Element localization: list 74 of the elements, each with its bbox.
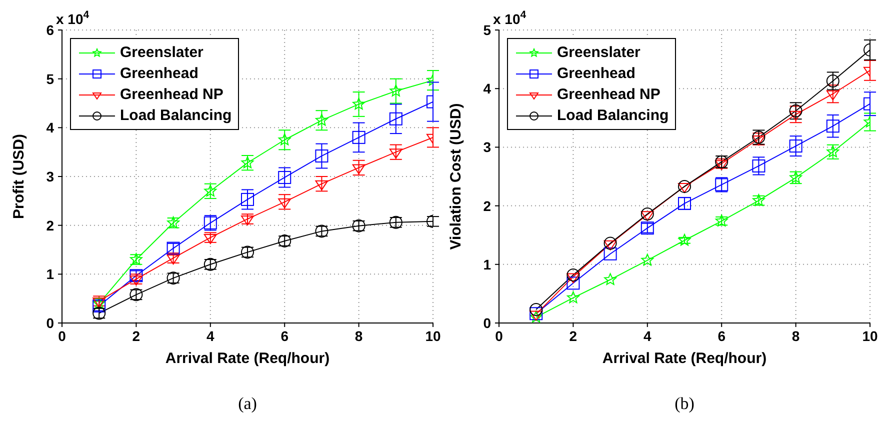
y-tick-label: 1 [46,266,54,282]
point [204,184,217,196]
point [752,159,766,172]
y-tick-label: 2 [46,217,54,234]
x-axis-title: Arrival Rate (Req/hour) [602,350,767,367]
point [604,247,617,260]
x-tick-label: 6 [280,328,289,344]
point [789,140,802,153]
x-tick-label: 0 [495,328,504,344]
point [352,130,366,144]
point [826,120,840,133]
y-tick-label: 2 [483,198,492,214]
legend-label: Greenhead [120,65,198,82]
y-axis-title: Profit (USD) [10,134,28,219]
point [604,236,617,250]
point [241,156,254,168]
point [352,98,366,110]
point [826,90,840,100]
legend-label: Greenhead NP [120,86,224,103]
point [530,307,543,320]
point [315,149,328,162]
point [678,180,691,193]
point [640,208,654,221]
x-tick-label: 8 [792,328,800,344]
x-axis-title: Arrival Rate (Req/hour) [165,350,330,367]
point [566,291,580,304]
point [530,303,543,316]
point [789,104,802,118]
x-tick-label: 4 [644,328,652,344]
y-tick-label: 4 [483,80,492,97]
text: (b) [674,394,694,413]
point [604,240,617,250]
point [678,182,691,193]
point [604,273,617,285]
x-tick-label: 10 [425,328,441,344]
x-tick-label: 2 [132,328,140,344]
point [315,114,328,126]
x-tick-label: 10 [862,328,878,344]
legend-label: Load Balancing [557,107,669,124]
y-tick-label: 6 [46,22,54,38]
x-tick-label: 0 [58,328,66,344]
x-tick-label: 8 [354,328,363,344]
text: x 10$^{4}$ [56,9,90,27]
y-tick-label: 3 [46,168,54,184]
y-tick-label: 1 [483,256,492,272]
point [826,74,840,88]
x-tick-label: 2 [569,328,578,344]
point [789,110,802,121]
point [678,234,691,246]
legend-label: Greenhead NP [557,86,660,103]
y-tick-label: 3 [483,139,492,156]
y-tick-label: 5 [483,22,492,38]
point [389,112,402,126]
point [641,254,654,266]
point [566,276,580,290]
y-tick-label: 5 [46,70,54,87]
legend-label: Load Balancing [120,107,232,124]
point [278,170,292,184]
point [241,192,254,206]
y-tick-label: 4 [46,120,54,136]
y-axis-title: Violation Cost (USD) [447,103,464,250]
point [278,133,291,146]
x-tick-label: 6 [718,328,726,344]
legend-label: Greenslater [557,44,640,61]
text: (a) [238,394,257,413]
y-tick-label: 0 [46,314,54,331]
legend-label: Greenhead [557,65,636,82]
text: x 10$^{4}$ [493,9,526,27]
point [566,268,580,282]
point [752,135,766,146]
legend-label: Greenslater [120,44,204,61]
y-tick-label: 0 [483,314,492,331]
point [390,84,402,96]
x-tick-label: 4 [206,328,214,344]
